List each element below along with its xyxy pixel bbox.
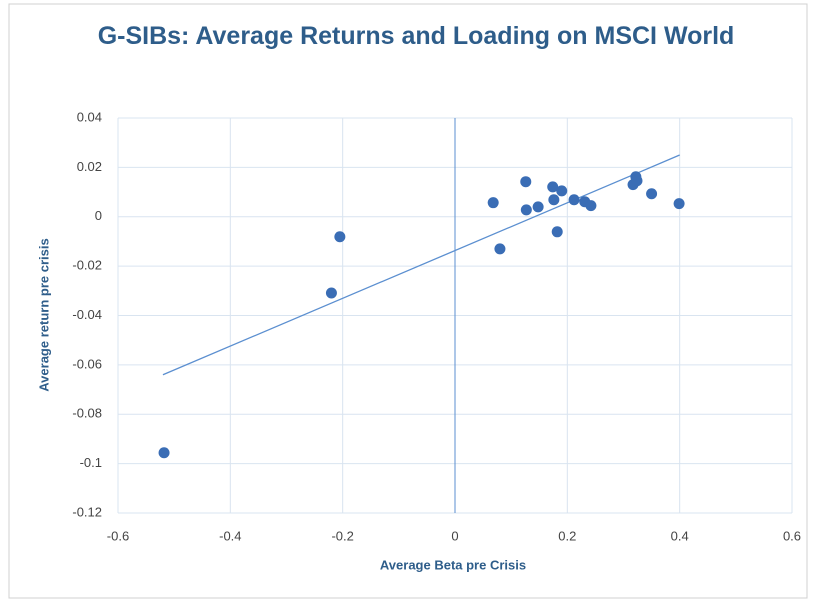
scatter-point [520, 204, 532, 216]
chart-title: G-SIBs: Average Returns and Loading on M… [97, 22, 735, 50]
y-tick-label: 0.04 [77, 109, 102, 124]
scatter-point [532, 201, 544, 213]
scatter-point [520, 176, 532, 188]
scatter-point [547, 181, 559, 193]
scatter-point [646, 188, 658, 200]
y-axis-label: Average return pre crisis [36, 238, 51, 391]
x-tick-label: -0.2 [331, 528, 353, 543]
x-tick-label: -0.6 [107, 528, 129, 543]
y-tick-label: -0.02 [72, 258, 102, 273]
scatter-point [494, 243, 506, 255]
x-tick-label: 0.4 [671, 528, 689, 543]
scatter-point [568, 194, 580, 206]
x-axis-label: Average Beta pre Crisis [380, 557, 526, 572]
scatter-point [551, 226, 563, 238]
scatter-point [548, 194, 560, 206]
scatter-point [585, 200, 597, 212]
scatter-point [334, 231, 346, 243]
scatter-point [631, 175, 643, 187]
scatter-point [158, 447, 170, 459]
scatter-point [325, 287, 337, 299]
x-tick-label: 0.2 [558, 528, 576, 543]
scatter-point [556, 185, 568, 197]
y-tick-label: -0.12 [72, 504, 102, 519]
y-tick-label: -0.04 [72, 307, 102, 322]
x-tick-label: -0.4 [219, 528, 241, 543]
y-tick-label: 0 [95, 208, 102, 223]
trendline [162, 154, 680, 376]
y-tick-label: -0.08 [72, 406, 102, 421]
chart-border [8, 3, 808, 599]
scatter-point [673, 198, 685, 210]
x-tick-label: 0 [451, 528, 458, 543]
y-tick-label: -0.1 [80, 455, 102, 470]
y-tick-label: 0.02 [77, 159, 102, 174]
y-tick-label: -0.06 [72, 356, 102, 371]
x-tick-label: 0.6 [783, 528, 801, 543]
scatter-point [487, 197, 499, 209]
